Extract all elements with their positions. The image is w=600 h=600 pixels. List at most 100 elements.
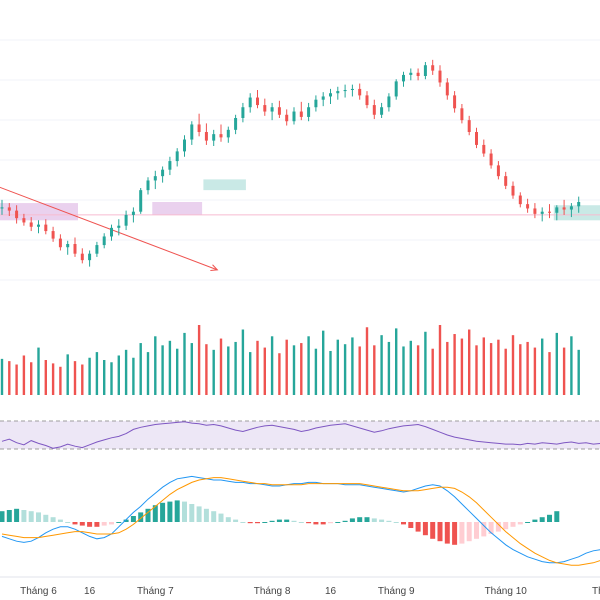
candle[interactable]: [73, 244, 77, 254]
volume-bar[interactable]: [475, 345, 478, 395]
volume-bar[interactable]: [161, 345, 164, 395]
volume-bar[interactable]: [285, 339, 288, 395]
candle[interactable]: [453, 95, 457, 109]
price-pane[interactable]: [0, 59, 600, 271]
macd-histogram-bar[interactable]: [495, 522, 501, 532]
macd-histogram-bar[interactable]: [306, 522, 312, 524]
volume-bar[interactable]: [380, 335, 383, 395]
macd-line[interactable]: [1, 475, 600, 564]
macd-histogram-bar[interactable]: [262, 522, 268, 523]
volume-bar[interactable]: [300, 343, 303, 395]
macd-histogram-bar[interactable]: [21, 510, 27, 522]
macd-histogram-bar[interactable]: [225, 517, 231, 522]
candle[interactable]: [110, 227, 113, 237]
time-axis[interactable]: Tháng 6 16 Tháng 7 Tháng 8 16 Tháng 9 Tháng 10…: [0, 576, 600, 597]
candle[interactable]: [445, 82, 449, 96]
volume-bar[interactable]: [533, 347, 537, 395]
macd-histogram-bar[interactable]: [444, 522, 450, 544]
macd-histogram-bar[interactable]: [130, 516, 136, 522]
volume-bar[interactable]: [416, 345, 420, 395]
volume-bar[interactable]: [249, 352, 252, 395]
macd-histogram-bar[interactable]: [218, 513, 224, 522]
volume-bar[interactable]: [44, 360, 47, 395]
candle[interactable]: [387, 96, 391, 108]
volume-bar[interactable]: [402, 346, 405, 395]
macd-histogram-bar[interactable]: [138, 512, 144, 522]
candle[interactable]: [409, 72, 413, 75]
candle[interactable]: [234, 118, 238, 130]
candle[interactable]: [548, 211, 551, 213]
macd-histogram-bar[interactable]: [554, 511, 560, 522]
macd-histogram-bar[interactable]: [328, 522, 333, 524]
candle[interactable]: [380, 107, 384, 115]
volume-bar[interactable]: [497, 339, 500, 395]
macd-histogram-bar[interactable]: [211, 511, 217, 522]
macd-histogram-bar[interactable]: [459, 522, 465, 544]
candle[interactable]: [438, 70, 442, 83]
macd-histogram-bar[interactable]: [386, 520, 392, 522]
volume-bar[interactable]: [183, 332, 186, 395]
macd-histogram-bar[interactable]: [65, 522, 71, 523]
macd-histogram-bar[interactable]: [466, 522, 472, 542]
candle[interactable]: [460, 108, 464, 121]
macd-histogram-bar[interactable]: [203, 508, 209, 522]
macd-histogram-bar[interactable]: [320, 522, 326, 525]
volume-bar[interactable]: [8, 361, 11, 395]
macd-histogram-bar[interactable]: [152, 505, 158, 522]
volume-bar[interactable]: [278, 353, 281, 395]
volume-bar[interactable]: [139, 343, 142, 395]
macd-histogram-bar[interactable]: [525, 522, 531, 523]
candle[interactable]: [518, 195, 522, 205]
macd-histogram-bar[interactable]: [240, 522, 246, 523]
volume-bar[interactable]: [219, 338, 223, 395]
candle[interactable]: [562, 207, 566, 210]
macd-histogram-bar[interactable]: [182, 501, 187, 522]
candle[interactable]: [44, 224, 48, 232]
macd-histogram-bar[interactable]: [255, 522, 260, 524]
macd-histogram-bar[interactable]: [401, 522, 406, 525]
candle[interactable]: [307, 107, 311, 117]
macd-histogram-bar[interactable]: [57, 519, 63, 522]
candle[interactable]: [241, 107, 245, 118]
macd-histogram-bar[interactable]: [196, 506, 202, 522]
candle[interactable]: [117, 225, 121, 228]
candle[interactable]: [161, 169, 165, 177]
volume-bar[interactable]: [489, 343, 493, 395]
volume-bar[interactable]: [110, 362, 113, 395]
volume-bar[interactable]: [124, 349, 128, 395]
volume-bar[interactable]: [51, 363, 55, 395]
candle[interactable]: [263, 105, 267, 112]
candle[interactable]: [365, 95, 369, 106]
macd-histogram-bar[interactable]: [437, 522, 443, 542]
macd-histogram-bar[interactable]: [342, 520, 348, 522]
macd-histogram-bar[interactable]: [174, 500, 180, 522]
volume-bar[interactable]: [314, 348, 318, 395]
volume-bar[interactable]: [212, 349, 215, 395]
candle[interactable]: [569, 206, 573, 210]
volume-bar[interactable]: [373, 345, 376, 395]
volume-bar[interactable]: [322, 330, 325, 395]
candle[interactable]: [423, 65, 427, 76]
macd-histogram-bar[interactable]: [357, 517, 363, 522]
volume-bar[interactable]: [146, 352, 150, 395]
candle[interactable]: [175, 151, 179, 162]
candle[interactable]: [58, 238, 62, 248]
volume-bar[interactable]: [329, 350, 332, 395]
volume-bar[interactable]: [504, 348, 507, 395]
volume-bar[interactable]: [424, 331, 427, 395]
macd-histogram-bar[interactable]: [408, 522, 414, 528]
volume-bar[interactable]: [234, 341, 237, 395]
volume-bar[interactable]: [168, 340, 172, 395]
macd-histogram-bar[interactable]: [79, 522, 85, 526]
macd-histogram-bar[interactable]: [233, 519, 239, 522]
candle[interactable]: [139, 190, 143, 212]
volume-bar[interactable]: [468, 329, 471, 395]
candle[interactable]: [526, 204, 530, 209]
candle[interactable]: [168, 161, 172, 170]
macd-histogram-bar[interactable]: [247, 522, 253, 524]
volume-bar[interactable]: [358, 346, 361, 395]
candle[interactable]: [416, 72, 420, 76]
volume-bar[interactable]: [88, 357, 91, 395]
